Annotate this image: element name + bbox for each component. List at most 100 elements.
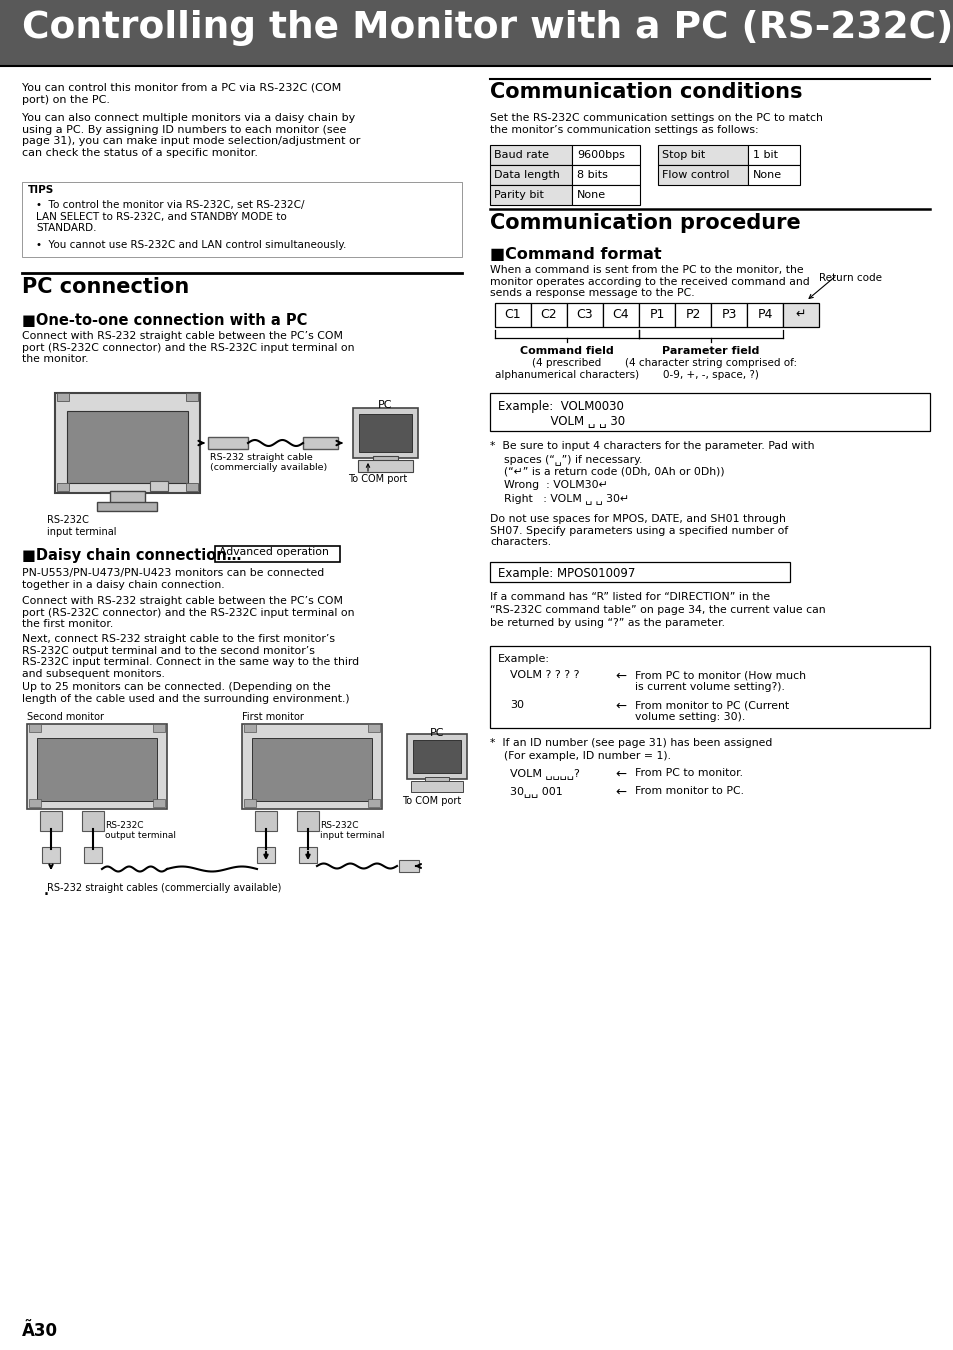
Bar	[639, 302, 675, 327]
Bar	[490, 185, 572, 205]
Bar	[572, 144, 639, 165]
Text: 30␣␣ 001: 30␣␣ 001	[510, 786, 562, 796]
Text: ■Command format: ■Command format	[490, 247, 661, 262]
Bar	[29, 724, 41, 732]
Text: Second monitor: Second monitor	[27, 711, 104, 722]
Bar	[490, 562, 789, 582]
Text: ←: ←	[615, 670, 625, 683]
Text: Communication conditions: Communication conditions	[490, 82, 801, 103]
Text: Parameter field: Parameter field	[661, 346, 759, 356]
Text: When a command is sent from the PC to the monitor, the
monitor operates accordin: When a command is sent from the PC to th…	[490, 265, 809, 298]
Bar	[186, 393, 198, 401]
Text: 8 bits: 8 bits	[577, 170, 607, 180]
Text: ↵: ↵	[795, 308, 805, 321]
Bar	[353, 408, 417, 458]
Bar	[675, 302, 710, 327]
Text: First monitor: First monitor	[242, 711, 304, 722]
Bar	[256, 846, 274, 863]
Bar	[55, 393, 200, 493]
Bar	[82, 811, 104, 832]
Text: “RS-232C command table” on page 34, the current value can: “RS-232C command table” on page 34, the …	[490, 605, 824, 616]
Text: RS-232C
output terminal: RS-232C output terminal	[105, 821, 175, 841]
Bar	[242, 724, 381, 809]
Text: ←: ←	[615, 701, 625, 713]
Text: Up to 25 monitors can be connected. (Depending on the
length of the cable used a: Up to 25 monitors can be connected. (Dep…	[22, 682, 349, 703]
Bar	[490, 647, 929, 728]
Bar	[411, 782, 462, 792]
Text: Communication procedure: Communication procedure	[490, 213, 800, 234]
Bar	[658, 144, 747, 165]
Bar	[572, 185, 639, 205]
Bar	[296, 811, 318, 832]
Bar	[413, 740, 460, 774]
Text: PC connection: PC connection	[22, 277, 189, 297]
Text: You can also connect multiple monitors via a daisy chain by
using a PC. By assig: You can also connect multiple monitors v…	[22, 113, 360, 158]
Bar	[244, 799, 255, 807]
Text: 9600bps: 9600bps	[577, 150, 624, 161]
Bar	[747, 144, 800, 165]
Text: Set the RS-232C communication settings on the PC to match
the monitor’s communic: Set the RS-232C communication settings o…	[490, 113, 822, 135]
Text: C4: C4	[612, 308, 629, 321]
Text: Example:: Example:	[497, 653, 550, 664]
Text: None: None	[577, 190, 605, 200]
Text: RS-232 straight cables (commercially available): RS-232 straight cables (commercially ava…	[47, 883, 281, 892]
Bar	[407, 734, 467, 779]
Bar	[298, 846, 316, 863]
Text: *  If an ID number (see page 31) has been assigned: * If an ID number (see page 31) has been…	[490, 738, 772, 748]
Text: *  Be sure to input 4 characters for the parameter. Pad with: * Be sure to input 4 characters for the …	[490, 441, 814, 451]
Text: Connect with RS-232 straight cable between the PC’s COM
port (RS-232C connector): Connect with RS-232 straight cable betwe…	[22, 595, 355, 629]
Bar	[490, 393, 929, 431]
Text: ←: ←	[615, 768, 625, 782]
Text: From monitor to PC.: From monitor to PC.	[635, 786, 743, 796]
Text: be returned by using “?” as the parameter.: be returned by using “?” as the paramete…	[490, 618, 724, 628]
Bar	[710, 302, 746, 327]
Bar	[40, 811, 62, 832]
Text: Ã30: Ã30	[22, 1322, 58, 1341]
Bar	[37, 738, 157, 801]
Text: .: .	[43, 879, 50, 899]
Text: VOLM ? ? ? ?: VOLM ? ? ? ?	[510, 670, 578, 680]
Text: •  You cannot use RS-232C and LAN control simultaneously.: • You cannot use RS-232C and LAN control…	[36, 240, 346, 250]
Text: From PC to monitor.: From PC to monitor.	[635, 768, 742, 778]
Bar	[186, 483, 198, 491]
Text: (For example, ID number = 1).: (For example, ID number = 1).	[490, 751, 670, 761]
Bar	[208, 437, 248, 450]
Bar	[373, 456, 397, 462]
Bar	[495, 302, 531, 327]
Bar	[29, 799, 41, 807]
Text: RS-232 straight cable
(commercially available): RS-232 straight cable (commercially avai…	[210, 454, 327, 472]
Text: P1: P1	[649, 308, 664, 321]
Bar	[150, 481, 168, 491]
Text: ←: ←	[615, 786, 625, 799]
Text: Parity bit: Parity bit	[494, 190, 543, 200]
Text: (“↵” is a return code (0Dh, 0Ah or 0Dh)): (“↵” is a return code (0Dh, 0Ah or 0Dh))	[490, 467, 724, 477]
Bar	[358, 414, 412, 452]
Text: Next, connect RS-232 straight cable to the first monitor’s
RS-232C output termin: Next, connect RS-232 straight cable to t…	[22, 634, 358, 679]
Text: (4 prescribed
alphanumerical characters): (4 prescribed alphanumerical characters)	[495, 358, 639, 379]
Text: Advanced operation: Advanced operation	[219, 547, 329, 558]
Bar	[0, 0, 953, 65]
Bar	[42, 846, 60, 863]
Text: •  To control the monitor via RS-232C, set RS-232C/
LAN SELECT to RS-232C, and S: • To control the monitor via RS-232C, se…	[36, 200, 304, 234]
Bar	[57, 393, 69, 401]
Bar	[368, 799, 379, 807]
Text: To COM port: To COM port	[348, 474, 407, 485]
Bar	[398, 860, 418, 872]
Text: Right   : VOLM ␣ ␣ 30↵: Right : VOLM ␣ ␣ 30↵	[490, 493, 628, 504]
Bar	[490, 165, 572, 185]
Text: Do not use spaces for MPOS, DATE, and SH01 through
SH07. Specify parameters usin: Do not use spaces for MPOS, DATE, and SH…	[490, 514, 787, 547]
Text: Return code: Return code	[818, 273, 882, 284]
Bar	[368, 724, 379, 732]
Text: If a command has “R” listed for “DIRECTION” in the: If a command has “R” listed for “DIRECTI…	[490, 593, 769, 602]
Text: Example: MPOS010097: Example: MPOS010097	[497, 567, 635, 580]
Text: PC: PC	[429, 728, 444, 738]
Bar	[22, 182, 461, 256]
Text: You can control this monitor from a PC via RS-232C (COM
port) on the PC.: You can control this monitor from a PC v…	[22, 82, 341, 104]
Bar	[357, 460, 413, 472]
Bar	[746, 302, 782, 327]
Text: PN-U553/PN-U473/PN-U423 monitors can be connected
together in a daisy chain conn: PN-U553/PN-U473/PN-U423 monitors can be …	[22, 568, 324, 590]
Bar	[747, 165, 800, 185]
Text: Flow control: Flow control	[661, 170, 729, 180]
Bar	[57, 483, 69, 491]
Bar	[254, 811, 276, 832]
